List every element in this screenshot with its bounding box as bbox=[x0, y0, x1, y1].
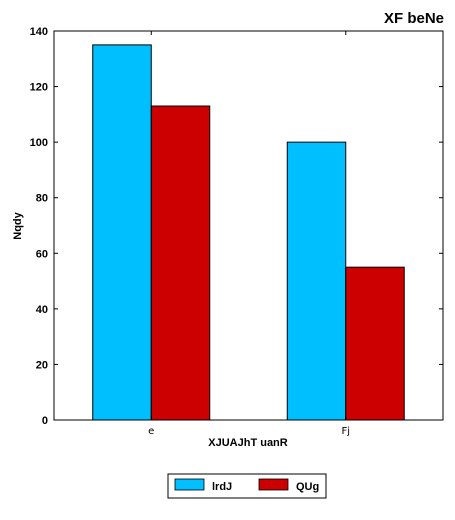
y-tick-label: 120 bbox=[30, 82, 48, 94]
legend-swatch-series-1 bbox=[174, 478, 205, 491]
legend-label-series-2: QUg bbox=[296, 481, 319, 493]
bar-2-2 bbox=[345, 266, 405, 421]
x-axis-label: XJUAJhT uanR bbox=[208, 437, 288, 449]
legend[interactable]: lrdJ QUg bbox=[167, 473, 327, 499]
bars-layer bbox=[92, 44, 405, 421]
y-tick-label: 60 bbox=[36, 248, 48, 260]
y-tick-label: 80 bbox=[36, 193, 48, 205]
y-tick-label: 40 bbox=[36, 304, 48, 316]
x-tick-label: e bbox=[148, 426, 154, 437]
y-tick-label: 20 bbox=[36, 359, 48, 371]
bar-2-1 bbox=[150, 105, 211, 421]
y-axis-label: Nqdy bbox=[12, 211, 24, 239]
bar-1-2 bbox=[286, 141, 347, 421]
y-axis: 0 20 40 60 80 100 120 140 bbox=[30, 26, 443, 427]
y-tick-label: 100 bbox=[30, 137, 48, 149]
plot-frame bbox=[53, 30, 444, 421]
x-axis: e Fj bbox=[148, 31, 350, 437]
y-tick-label: 0 bbox=[42, 415, 48, 427]
legend-swatch-series-2 bbox=[258, 478, 289, 491]
bar-1-1 bbox=[92, 44, 152, 421]
y-tick-label: 140 bbox=[30, 26, 48, 38]
chart-title: XF beNe bbox=[384, 10, 444, 27]
legend-label-series-1: lrdJ bbox=[212, 481, 232, 493]
x-tick-label: Fj bbox=[341, 426, 350, 437]
